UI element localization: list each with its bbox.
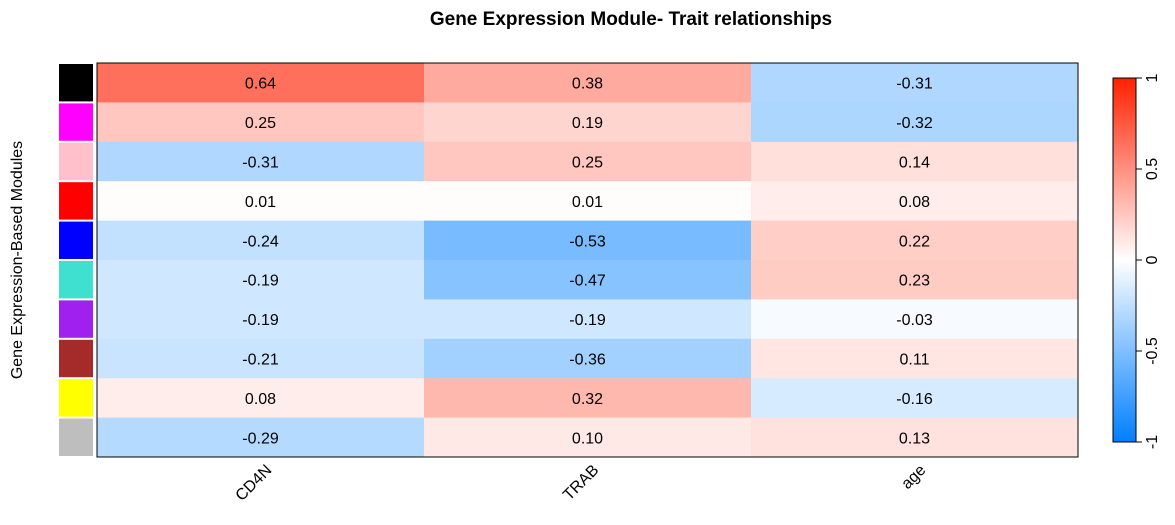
module-swatch (59, 142, 93, 181)
heatmap-cell-label: 0.25 (572, 155, 603, 172)
heatmap-cell-label: -0.53 (569, 233, 606, 250)
heatmap-cell (424, 378, 752, 419)
heatmap-cell (751, 338, 1079, 379)
heatmap-cell-label: -0.24 (242, 233, 279, 250)
heatmap-cell (424, 181, 752, 222)
heatmap-cell (751, 220, 1079, 261)
module-swatch (59, 221, 93, 259)
heatmap-cell (97, 63, 425, 103)
heatmap-cell (97, 181, 425, 222)
heatmap-cell (97, 338, 425, 379)
heatmap-cell-label: 0.38 (572, 76, 603, 93)
heatmap-cell (751, 63, 1079, 103)
heatmap-cell-label: -0.31 (242, 155, 279, 172)
heatmap-cell (751, 141, 1079, 182)
x-tick-label: TRAB (560, 462, 602, 504)
heatmap-cell (97, 141, 425, 182)
heatmap-cell-label: 0.08 (245, 391, 276, 408)
heatmap-cell-labels: 0.64 0.38 -0.31 0.25 0.19 -0.32 -0.31 0.25 0.14 0… (242, 76, 933, 448)
heatmap-cell-label: 0.01 (572, 194, 603, 211)
color-scale-tick-label: -0.5 (1144, 337, 1161, 365)
heatmap-cell-label: -0.03 (896, 312, 933, 329)
y-axis-label: Gene Expression-Based Modules (9, 141, 26, 379)
heatmap-cell (424, 417, 752, 458)
chart-title: Gene Expression Module- Trait relationsh… (430, 9, 832, 30)
heatmap-cell (424, 260, 752, 300)
heatmap-cell-label: 0.25 (245, 115, 276, 132)
color-scale-tick-label: 1 (1144, 73, 1161, 82)
heatmap-cell-label: -0.47 (569, 273, 606, 290)
heatmap-cell-label: -0.31 (896, 76, 933, 93)
color-scale-tick-label: 0.5 (1144, 158, 1161, 180)
heatmap-cell (97, 299, 425, 340)
color-scale-bar (1112, 77, 1137, 443)
heatmap-cell-label: 0.08 (899, 194, 930, 211)
heatmap-cell-label: -0.19 (242, 312, 279, 329)
module-swatch (59, 64, 93, 102)
module-swatch (59, 339, 93, 378)
x-tick-label: CD4N (233, 462, 276, 505)
heatmap-cell (751, 181, 1079, 222)
heatmap-cell-label: 0.19 (572, 115, 603, 132)
heatmap-cell-label: -0.16 (896, 391, 933, 408)
x-tick-label: age (898, 462, 929, 493)
color-scale-legend: -1 -0.5 0 0.5 1 (1112, 73, 1161, 449)
heatmap-cell (751, 102, 1079, 143)
heatmap-cell-label: 0.01 (245, 194, 276, 211)
color-scale-tick-label: -1 (1144, 435, 1161, 449)
heatmap-cell-label: -0.29 (242, 430, 279, 447)
x-axis-tick-labels: CD4N TRAB age (233, 462, 930, 505)
heatmap-cell (97, 378, 425, 419)
heatmap-cell-label: 0.14 (899, 155, 930, 172)
heatmap-cell-label: 0.13 (899, 430, 930, 447)
module-swatch (59, 103, 93, 141)
heatmap-cell (424, 63, 752, 103)
module-swatch (59, 379, 93, 417)
heatmap-cell (424, 338, 752, 379)
color-scale-tick-label: 0 (1144, 255, 1161, 264)
heatmap-cell-label: 0.22 (899, 233, 930, 250)
heatmap-cell-label: 0.11 (900, 352, 930, 369)
heatmap-cell (424, 299, 752, 340)
heatmap-cell (97, 260, 425, 300)
module-swatch (59, 300, 93, 338)
heatmap-cell (751, 260, 1079, 300)
heatmap-cell (751, 299, 1079, 340)
heatmap-cell-label: 0.10 (572, 430, 603, 447)
heatmap-cell-label: -0.36 (569, 352, 606, 369)
module-swatch (59, 182, 93, 220)
module-swatch (59, 261, 93, 299)
heatmap-cell (424, 102, 752, 143)
plot-border (96, 62, 1079, 458)
module-color-swatches (59, 64, 93, 456)
module-swatch (59, 418, 93, 456)
heatmap-cell-label: 0.32 (572, 391, 603, 408)
heatmap-cell (97, 220, 425, 261)
heatmap-cell-label: -0.21 (242, 352, 279, 369)
heatmap-cell (424, 141, 752, 182)
color-scale-ticks: -1 -0.5 0 0.5 1 (1136, 73, 1161, 449)
heatmap-cell-label: 0.64 (245, 76, 276, 93)
heatmap-cell (751, 378, 1079, 419)
heatmap-cell (97, 102, 425, 143)
heatmap-cell-label: -0.19 (242, 273, 279, 290)
heatmap-cell-label: -0.32 (896, 115, 933, 132)
heatmap-cell (751, 417, 1079, 458)
heatmap-cell (97, 417, 425, 458)
heatmap-cell-label: -0.19 (569, 312, 606, 329)
heatmap-cells (97, 63, 1079, 458)
heatmap-cell (424, 220, 752, 261)
heatmap-cell-label: 0.23 (899, 273, 930, 290)
